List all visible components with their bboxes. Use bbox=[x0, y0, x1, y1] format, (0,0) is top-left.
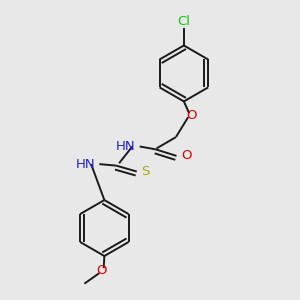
Text: O: O bbox=[181, 149, 192, 162]
Text: S: S bbox=[142, 165, 150, 178]
Text: O: O bbox=[186, 109, 196, 122]
Text: O: O bbox=[96, 264, 107, 277]
Text: HN: HN bbox=[76, 158, 95, 171]
Text: HN: HN bbox=[116, 140, 136, 153]
Text: Cl: Cl bbox=[177, 15, 190, 28]
